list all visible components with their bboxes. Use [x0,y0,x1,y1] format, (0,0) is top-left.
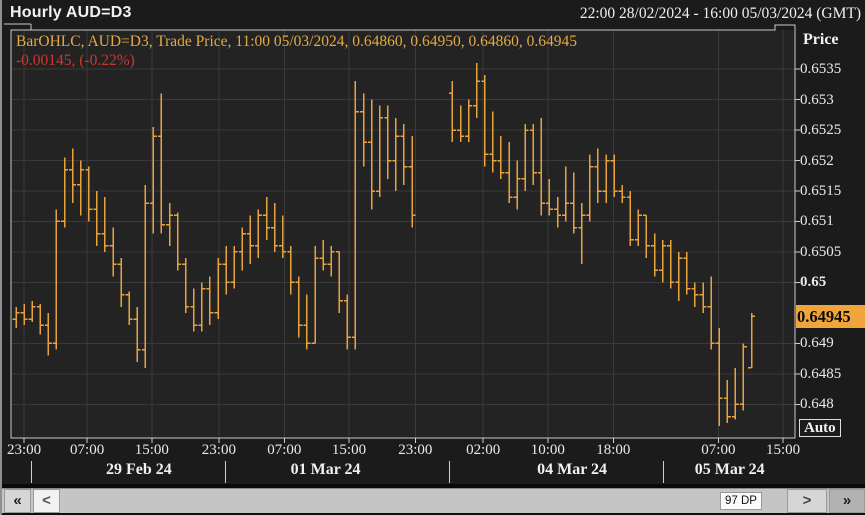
divider [2,484,865,488]
date-separator [663,461,664,483]
time-tick-label: 23:00 [201,442,236,458]
price-tick-label: 0.651 [800,213,834,230]
legend-change-line: -0.00145, (-0.22%) [16,52,135,69]
time-tick-label: 18:00 [596,442,631,458]
price-axis-title: Price [803,31,839,48]
date-separator [30,461,32,483]
chart-scrollbar[interactable]: « < 97 DP > » [2,488,865,513]
auto-scale-button[interactable]: Auto [799,419,841,437]
date-separator [449,461,451,483]
price-tick-label: 0.6515 [800,183,842,199]
datapoints-count-badge: 97 DP [720,492,762,510]
price-tick-label: 0.649 [800,335,834,352]
time-tick-label: 07:00 [70,442,105,458]
price-tick-label: 0.6505 [800,243,842,260]
legend-ohlc-line[interactable]: BarOHLC, AUD=D3, Trade Price, 11:00 05/0… [16,33,577,50]
time-range-label: 22:00 28/02/2024 - 16:00 05/03/2024 (GMT… [579,5,861,22]
scroll-step-back-button[interactable]: < [33,489,60,513]
last-price-badge: 0.64945 [796,305,865,329]
time-tick-label: 23:00 [6,442,42,458]
price-tick-label: 0.6525 [800,122,842,139]
time-tick-label: 23:00 [398,442,433,458]
time-tick-label: 15:00 [331,442,367,458]
date-separator [225,461,227,483]
price-tick-label: 0.648 [800,396,834,413]
date-label: 01 Mar 24 [290,461,361,478]
price-tick-label: 0.652 [800,152,834,169]
chart-title: Hourly AUD=D3 [10,4,132,21]
price-tick-label: 0.6535 [800,61,842,78]
time-tick-label: 07:00 [267,442,302,458]
date-label: 05 Mar 24 [694,461,765,478]
scroll-page-back-button[interactable]: « [4,489,31,513]
date-label: 29 Feb 24 [105,461,172,478]
time-tick-label: 07:00 [701,442,736,458]
time-tick-label: 15:00 [134,442,169,458]
time-tick-label: 10:00 [530,442,565,458]
ohlc-bars [12,62,756,426]
time-tick-label: 15:00 [765,442,801,458]
window-bottom-edge [2,513,865,515]
scroll-step-forward-button[interactable]: > [787,489,827,513]
time-tick-label: 02:00 [466,442,501,458]
scroll-page-forward-button[interactable]: » [829,489,865,513]
date-label: 04 Mar 24 [537,461,608,478]
price-tick-label: 0.65 [800,274,827,291]
price-tick-label: 0.6485 [800,365,842,382]
price-tick-label: 0.653 [800,91,834,108]
